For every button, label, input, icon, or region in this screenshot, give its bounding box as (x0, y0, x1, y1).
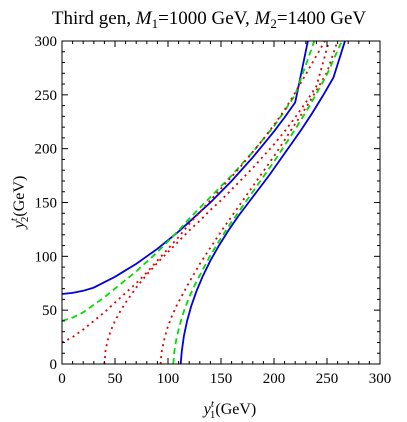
x-axis-sup: t (211, 398, 215, 410)
y-tick-label: 100 (35, 249, 58, 265)
title-m1-sub: 1 (152, 16, 159, 31)
y-tick-label: 0 (50, 357, 58, 373)
series-curve-2 (62, 41, 316, 322)
series-curve-3 (62, 41, 326, 344)
title-m1-value: =1000 GeV, (158, 8, 254, 29)
y-tick-label: 200 (35, 142, 58, 158)
series-curve-5 (159, 41, 339, 364)
series-curve-4 (103, 41, 330, 364)
x-tick-label: 50 (108, 371, 123, 387)
x-axis-label: yt 1(GeV) (202, 398, 257, 421)
title-m2-value: =1400 GeV (277, 8, 367, 29)
y-tick-label: 150 (35, 196, 58, 212)
series-layer (62, 41, 346, 364)
title-prefix: Third gen, (52, 8, 136, 29)
series-curve-7 (179, 41, 346, 364)
chart-title: Third gen, M1=1000 GeV, M2=1400 GeV (52, 8, 367, 31)
x-tick-label: 0 (58, 371, 66, 387)
x-tick-label: 250 (316, 371, 339, 387)
x-tick-label: 300 (369, 371, 392, 387)
y-axis-sub: 2 (19, 217, 31, 223)
plot-frame (61, 40, 381, 365)
title-m2-symbol: M (253, 8, 271, 29)
y-axis-sup: t (8, 217, 20, 221)
series-curve-1 (62, 41, 309, 295)
title-m1-symbol: M (135, 8, 153, 29)
ticks-layer: 0 50 100 150 200 250 300 0 50 100 150 200 250 300 (35, 34, 392, 387)
x-axis-unit: (GeV) (215, 401, 256, 418)
x-axis-sub: 1 (210, 409, 216, 421)
series-curve-6 (172, 41, 343, 364)
x-axis-symbol: y (202, 401, 212, 418)
y-axis-unit: (GeV) (11, 176, 28, 217)
x-tick-label: 100 (157, 371, 180, 387)
y-tick-label: 300 (35, 34, 58, 50)
y-axis-label: yt2(GeV) (8, 176, 31, 231)
y-tick-label: 50 (42, 303, 57, 319)
y-tick-label: 250 (35, 88, 58, 104)
y-axis-symbol: y (11, 220, 28, 230)
title-m2-sub: 2 (270, 16, 277, 31)
x-tick-label: 200 (263, 371, 286, 387)
x-tick-label: 150 (210, 371, 233, 387)
